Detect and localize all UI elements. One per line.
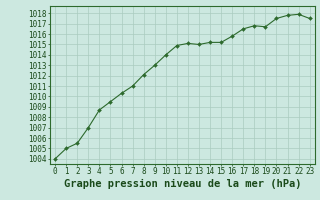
X-axis label: Graphe pression niveau de la mer (hPa): Graphe pression niveau de la mer (hPa) xyxy=(64,179,301,189)
